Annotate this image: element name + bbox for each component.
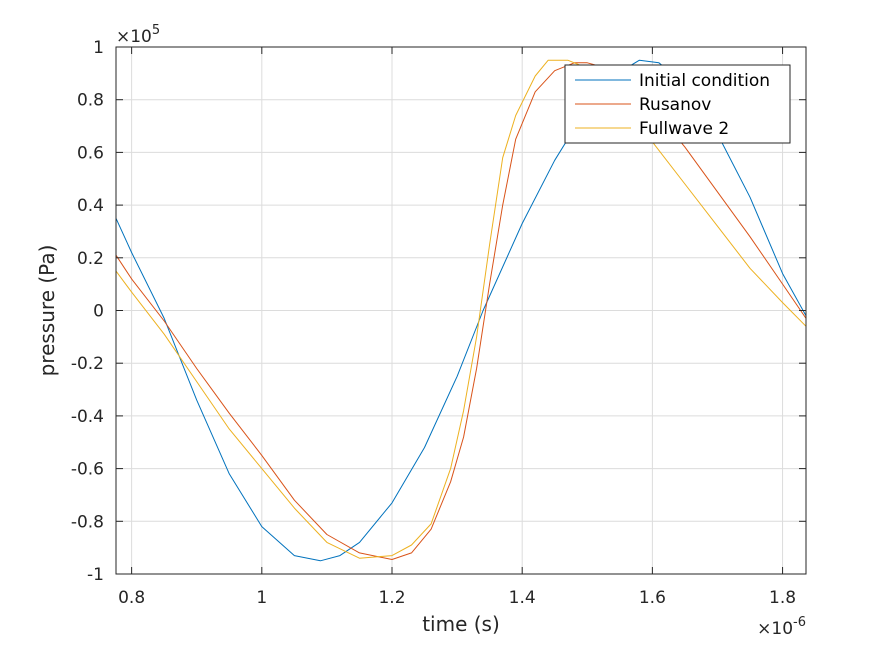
y-tick-label: -0.6 [71,460,104,480]
x-tick-label: 1.8 [769,588,796,608]
legend-entry: Initial condition [639,71,770,91]
y-tick-label: 1 [93,38,104,58]
x-exponent-label: ×10-6 [757,615,806,639]
ticks [116,46,806,575]
y-exponent-label: ×105 [116,23,160,47]
legend-entry: Rusanov [639,95,711,115]
x-tick-label: 1.2 [378,588,405,608]
x-tick-label: 1.4 [509,588,536,608]
x-axis-label: time (s) [422,612,500,636]
y-tick-label: -0.8 [71,512,104,532]
y-tick-label: -0.2 [71,354,104,374]
legend: Initial condition Rusanov Fullwave 2 [564,64,791,144]
y-tick-label: 0.6 [77,143,104,163]
x-tick-labels: 0.8 1 1.2 1.4 1.6 1.8 [118,588,796,608]
y-tick-label: -0.4 [71,407,104,427]
x-tick-label: 1.6 [639,588,666,608]
y-tick-labels: -1 -0.8 -0.6 -0.4 -0.2 0 0.2 0.4 0.6 0.8 1 [71,38,104,585]
series-line-3 [116,59,806,559]
y-axis-label: pressure (Pa) [35,245,59,377]
y-tick-label: 0.4 [77,196,104,216]
y-tick-label: 0.2 [77,249,104,269]
y-tick-label: -1 [87,565,104,585]
x-tick-label: 0.8 [118,588,145,608]
x-tick-label: 1 [256,588,267,608]
y-tick-label: 0.8 [77,91,104,111]
y-tick-label: 0 [93,302,104,322]
legend-entry: Fullwave 2 [639,119,729,139]
